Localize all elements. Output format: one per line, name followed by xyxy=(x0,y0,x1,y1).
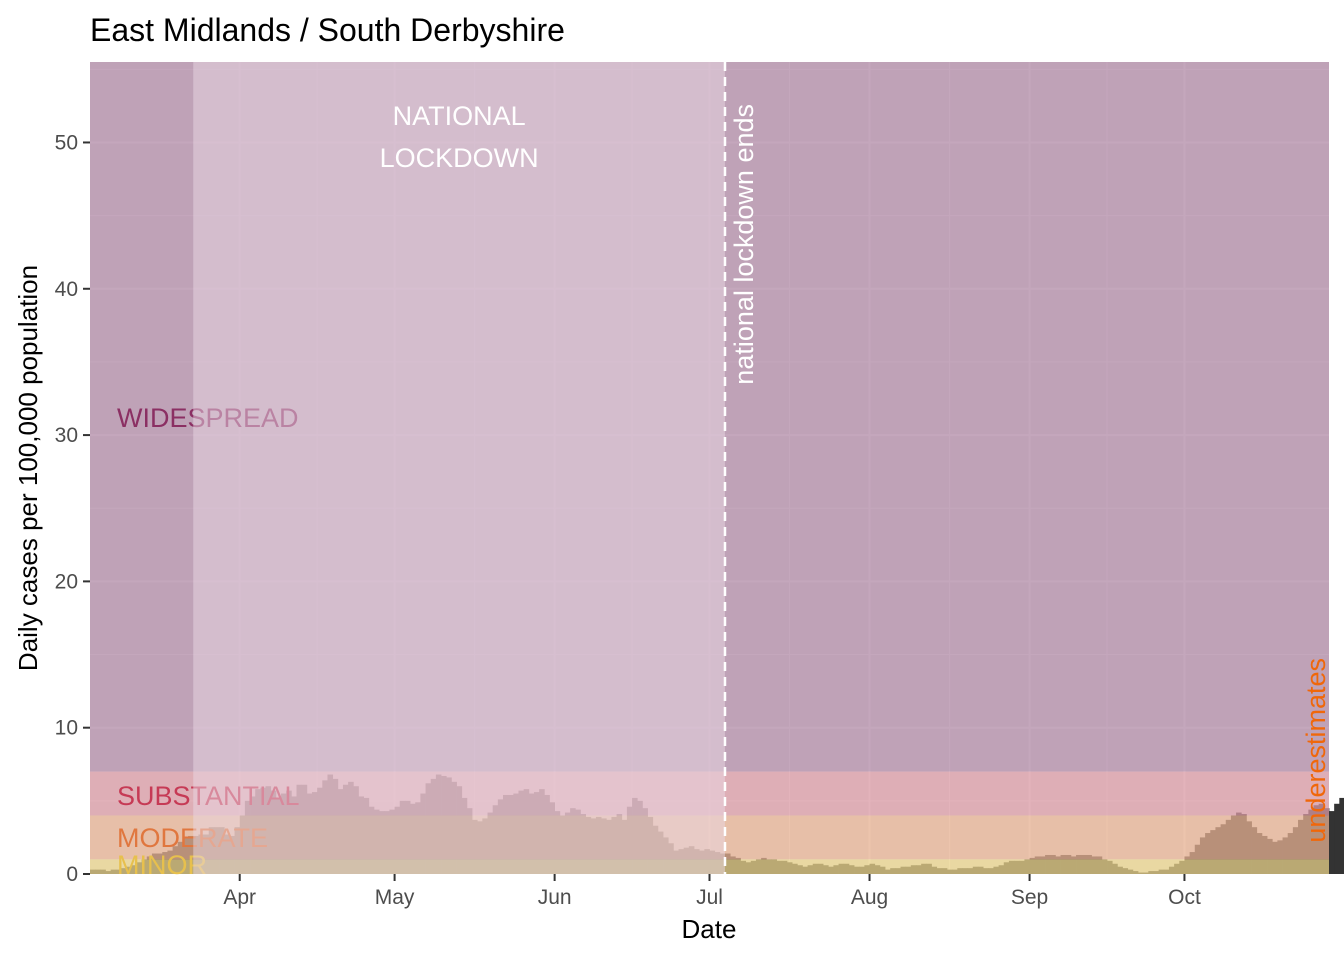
lockdown-label-line1: NATIONAL xyxy=(393,101,526,131)
x-tick-label: Oct xyxy=(1168,886,1201,909)
y-tick-label: 0 xyxy=(66,863,78,886)
x-tick-label: May xyxy=(375,886,415,909)
band-label-minor: MINOR xyxy=(117,850,207,880)
x-tick-label: Jun xyxy=(538,886,572,909)
lockdown-end-label: national lockdown ends xyxy=(729,104,759,385)
lockdown-region xyxy=(193,62,725,874)
y-tick-label: 30 xyxy=(55,424,78,447)
x-tick-label: Apr xyxy=(223,886,256,909)
bar xyxy=(1334,803,1340,874)
y-axis-title: Daily cases per 100,000 population xyxy=(13,265,43,671)
underestimates-label: underestimates xyxy=(1301,658,1331,843)
x-axis-title: Date xyxy=(682,914,737,944)
lockdown-label-line2: LOCKDOWN xyxy=(380,143,539,173)
y-tick-label: 10 xyxy=(55,717,78,740)
y-tick-label: 40 xyxy=(55,278,78,301)
y-tick-label: 50 xyxy=(55,131,78,154)
plot-area: WIDESPREADSUBSTANTIALMODERATEMINORNATION… xyxy=(55,62,1344,909)
y-tick-label: 20 xyxy=(55,570,78,593)
x-tick-label: Sep xyxy=(1011,886,1048,909)
chart-title: East Midlands / South Derbyshire xyxy=(90,12,565,48)
bar xyxy=(1339,797,1344,874)
x-tick-label: Aug xyxy=(851,886,888,909)
bar xyxy=(1329,811,1335,874)
x-tick-label: Jul xyxy=(696,886,723,909)
